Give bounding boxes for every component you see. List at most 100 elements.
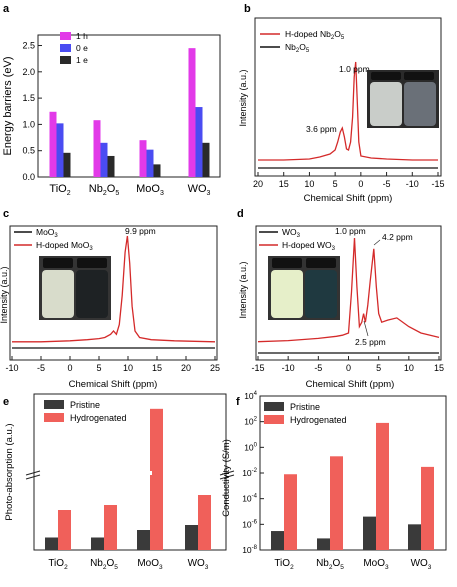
bar-pristine-moo3: [363, 516, 376, 550]
y-tick-exponent: 0: [254, 442, 258, 448]
y-tick-label: 102: [244, 417, 257, 427]
legend-label-moo3: MoO3: [36, 227, 58, 239]
y-tick-exponent: 2: [254, 417, 258, 423]
vials-photo-wo3: [268, 256, 340, 320]
panel-a-y-ticks: 0.0 0.5 1.0 1.5 2.0 2.5: [22, 41, 42, 182]
bar-pristine-nb2o5: [91, 537, 104, 550]
x-tick-label: -15: [431, 179, 444, 189]
y-tick-exponent: -6: [252, 519, 258, 525]
vial-liquid-black: [76, 270, 108, 318]
panel-d-x-ticks: -15 -10 -5 0 5 10 15: [251, 356, 444, 373]
bar-pristine-wo3: [185, 525, 198, 550]
x-tick-label: 10: [123, 363, 133, 373]
peak-label-2-5-ppm: 2.5 ppm: [355, 337, 386, 347]
panel-a-legend: 1 h 0 e 1 e: [60, 31, 88, 65]
panel-b-nb2o5-nmr: b 20 15 10 5 0 -5 -10 -15 Intensity (a.u.) Chem…: [238, 3, 445, 204]
x-label-tio2: TiO2: [49, 183, 70, 197]
y-tick-label: 10-8: [242, 545, 257, 555]
panel-b-y-label: Intensity (a.u.): [238, 69, 248, 126]
x-label-moo3: MoO3: [136, 183, 164, 197]
y-tick-label: 0.0: [22, 172, 35, 182]
x-tick-label: -15: [251, 363, 264, 373]
legend-label-pristine-f: Pristine: [290, 402, 320, 412]
panel-c-legend: MoO3 H-doped MoO3: [14, 227, 93, 252]
bar-1-h-wo3: [188, 48, 196, 177]
x-tick-label: 15: [279, 179, 289, 189]
legend-label-h-doped-moo3: H-doped MoO3: [36, 240, 93, 252]
peak-pointer-4-2: [373, 239, 381, 246]
panel-e-plot-frame: [33, 393, 227, 551]
vial-liquid-teal: [305, 270, 337, 318]
bar-1-e-moo3: [153, 164, 161, 177]
axis-break-mark-left-2: [25, 474, 41, 480]
y-tick-label: 104: [244, 391, 257, 401]
peak-label-9-9-ppm: 9.9 ppm: [125, 226, 156, 236]
panel-f-y-label: Conductivity (S/m): [221, 439, 232, 517]
axis-break-mark-left: [25, 470, 41, 476]
panel-f-legend: Pristine Hydrogenated: [264, 402, 347, 425]
panel-f-bars: [271, 422, 434, 550]
x-label-wo3: WO3: [188, 183, 211, 197]
bar-hydrogenated-wo3: [198, 495, 211, 550]
y-tick-exponent: 4: [254, 391, 258, 397]
y-tick-label: 10-2: [242, 468, 257, 478]
series-line-h-doped-nb2o5: [258, 61, 438, 161]
bar-0-e-moo3: [146, 149, 154, 177]
x-tick-label: 5: [333, 179, 338, 189]
legend-label-0e: 0 e: [76, 43, 88, 53]
panel-d-wo3-nmr: d -15 -10 -5 0 5 10 15 Intensity (a.u.) Chemic…: [237, 208, 444, 390]
legend-swatch-1e: [60, 56, 71, 64]
x-label-wo3-e: WO3: [188, 558, 209, 571]
x-label-nb2o5: Nb2O5: [89, 183, 120, 197]
legend-label-h-doped-nb2o5: H-doped Nb2O5: [285, 29, 345, 41]
panel-b-plot-frame: [254, 17, 442, 177]
panel-f-x-labels: TiO2 Nb2O5 MoO3 WO3: [274, 558, 431, 571]
panel-f-conductivity: f 104 102 100 10-2 10-4 10-6 10-8 Conductivity…: [221, 391, 447, 571]
bar-pristine-wo3: [408, 524, 421, 550]
x-tick-label: 0: [67, 363, 72, 373]
x-tick-label: -5: [37, 363, 45, 373]
peak-label-1-0-ppm: 1.0 ppm: [339, 64, 370, 74]
bar-1-e-tio2: [63, 152, 71, 177]
bar-1-h-nb2o5: [93, 120, 101, 177]
panel-d-legend: WO3 H-doped WO3: [259, 227, 336, 252]
panel-e-letter: e: [3, 396, 9, 408]
panel-c-x-ticks: -10 -5 0 5 10 15 20 25: [5, 356, 220, 373]
panel-a-energy-barriers: a 0.0 0.5 1.0 1.5 2.0 2.5 Energy barriers (eV…: [2, 3, 221, 197]
vial-cap-moo3-right: [77, 258, 107, 268]
y-tick-label: 2.0: [22, 67, 35, 77]
y-tick-exponent: -8: [252, 545, 258, 551]
x-tick-label: 20: [253, 179, 263, 189]
vial-liquid-cream: [42, 270, 74, 318]
panel-e-y-label: Photo-absorption (a.u.): [4, 423, 15, 520]
x-tick-label: 10: [304, 179, 314, 189]
x-label-tio2-f: TiO2: [274, 558, 294, 571]
series-line-h-doped-moo3: [12, 235, 216, 343]
panel-a-plot-frame: [37, 34, 221, 178]
y-tick-exponent: -4: [252, 494, 258, 500]
panel-d-y-label: Intensity (a.u.): [238, 261, 248, 318]
panel-e-x-labels: TiO2 Nb2O5 MoO3 WO3: [48, 558, 208, 571]
legend-label-1e: 1 e: [76, 55, 88, 65]
legend-label-hydrogenated: Hydrogenated: [70, 413, 127, 423]
vial-cap-wo3-left: [272, 258, 302, 268]
x-tick-label: -5: [314, 363, 322, 373]
panel-e-axis-break: [25, 470, 235, 480]
bar-pristine-tio2: [271, 531, 284, 550]
legend-swatch-0e: [60, 44, 71, 52]
panel-c-letter: c: [3, 208, 9, 220]
y-tick-label: 1.0: [22, 119, 35, 129]
x-tick-label: -10: [282, 363, 295, 373]
x-label-tio2-e: TiO2: [48, 558, 68, 571]
x-tick-label: 0: [346, 363, 351, 373]
panel-d-letter: d: [237, 208, 244, 220]
y-tick-exponent: -2: [252, 468, 258, 474]
legend-swatch-pristine: [44, 400, 64, 409]
panel-e-legend: Pristine Hydrogenated: [44, 400, 127, 423]
peak-pointer-2-5: [363, 320, 369, 337]
bar-1-e-wo3: [202, 142, 210, 177]
vial-liquid-yellow: [271, 270, 303, 318]
bar-hydrogenated-wo3: [421, 466, 434, 550]
vial-cap-wo3-right: [306, 258, 336, 268]
x-tick-label: -10: [406, 179, 419, 189]
